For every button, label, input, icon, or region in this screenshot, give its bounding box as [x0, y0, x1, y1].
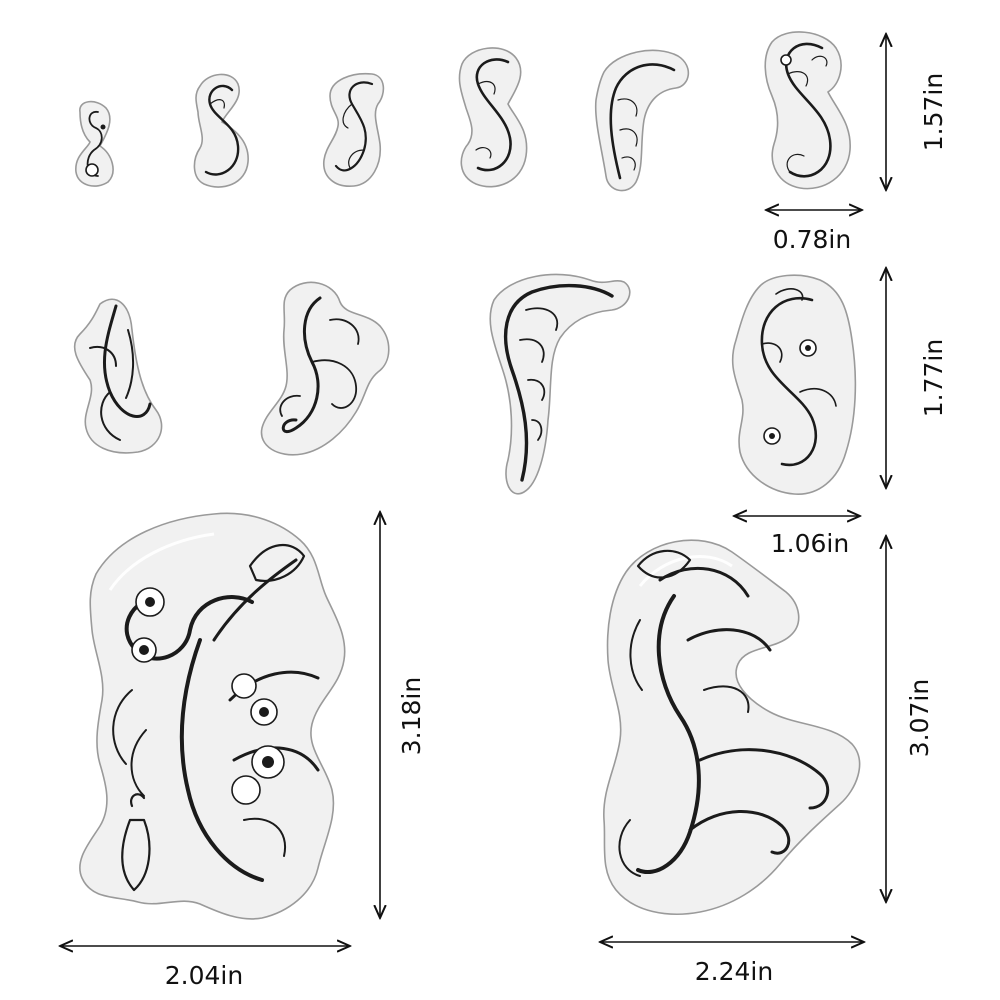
row1-height-label: 1.57in [919, 73, 948, 151]
row1-width-label: 0.78in [773, 225, 851, 254]
stamp-small-curl-5 [594, 49, 690, 192]
stamp-medium-leaf-1 [73, 298, 163, 454]
stamp-medium-scroll-2 [260, 281, 390, 456]
large-right-height-dimension: 3.07in [886, 536, 934, 902]
stamp-small-s-4 [458, 47, 528, 188]
row1-width-dimension: 0.78in [766, 210, 862, 254]
large-right-width-label: 2.24in [695, 957, 773, 986]
stamp-large-scroll [603, 539, 861, 915]
large-left-height-label: 3.18in [397, 677, 426, 755]
stamp-medium-curl-3 [489, 273, 631, 495]
stamp-small-s-3 [323, 72, 385, 187]
stamp-large-floral [79, 512, 346, 920]
stamp-small-s-2 [193, 73, 249, 188]
large-left-height-dimension: 3.18in [380, 512, 426, 918]
row1-height-dimension: 1.57in [886, 34, 948, 190]
stamp-small-s-1 [75, 100, 114, 187]
large-left-width-dimension: 2.04in [60, 946, 350, 990]
row2-height-dimension: 1.77in [886, 268, 948, 488]
large-right-height-label: 3.07in [905, 679, 934, 757]
large-left-width-label: 2.04in [165, 961, 243, 990]
row2-width-dimension: 1.06in [734, 516, 860, 558]
stamp-small-s-6 [764, 31, 851, 190]
stamp-medium-floral-4 [731, 274, 857, 495]
large-right-width-dimension: 2.24in [600, 942, 864, 986]
row2-width-label: 1.06in [771, 529, 849, 558]
row2-height-label: 1.77in [919, 339, 948, 417]
